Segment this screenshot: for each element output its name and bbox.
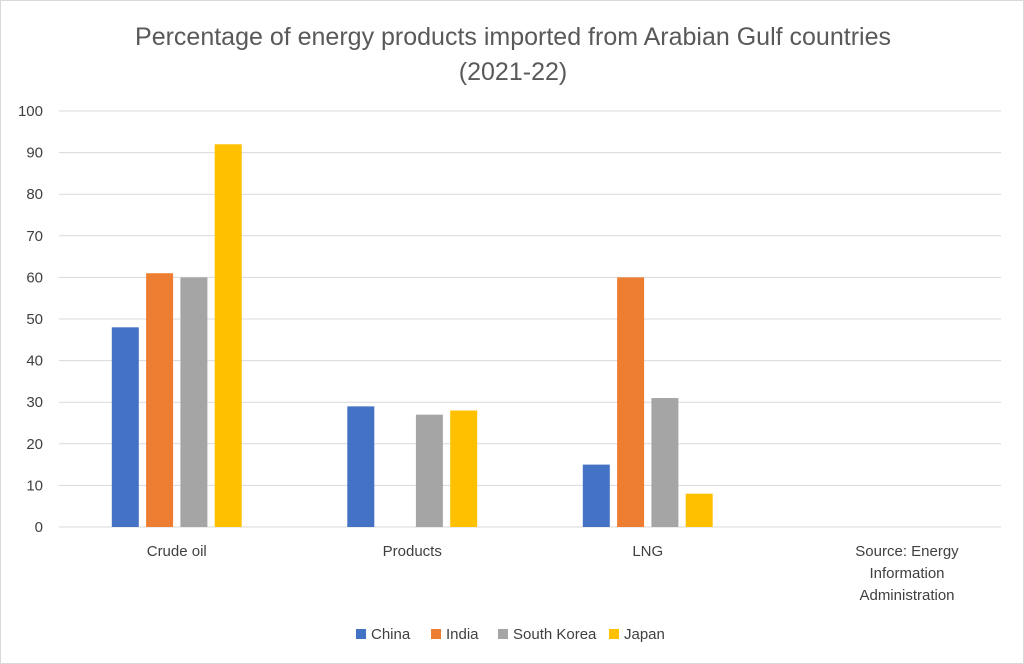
y-tick-label: 10: [26, 477, 43, 494]
y-tick-label: 70: [26, 228, 43, 245]
x-category-label: Products: [383, 543, 442, 560]
y-tick-label: 100: [18, 103, 43, 120]
y-tick-label: 90: [26, 145, 43, 162]
bar: [651, 398, 679, 527]
bar: [214, 144, 242, 527]
x-category-label: Crude oil: [147, 543, 207, 560]
legend: China India South Korea Japan: [356, 626, 665, 643]
bar: [180, 277, 208, 527]
bar: [347, 406, 375, 527]
legend-swatch: [431, 629, 441, 639]
source-line-1: Source: Energy: [855, 543, 959, 560]
legend-label: Japan: [624, 626, 665, 643]
y-tick-label: 30: [26, 394, 43, 411]
bar: [415, 414, 443, 527]
legend-swatch: [498, 629, 508, 639]
y-tick-label: 0: [35, 519, 43, 536]
legend-label: China: [371, 626, 411, 643]
y-tick-label: 20: [26, 436, 43, 453]
bar: [685, 493, 713, 527]
source-note: Source: Energy Information Administratio…: [855, 543, 959, 604]
bars: [111, 144, 713, 527]
bar: [582, 464, 610, 527]
y-axis-ticks: 0 10 20 30 40 50 60 70 80 90 100: [18, 103, 43, 536]
legend-swatch: [356, 629, 366, 639]
source-line-3: Administration: [859, 587, 954, 604]
chart-title-line-2: (2021-22): [459, 58, 567, 86]
bar: [617, 277, 645, 527]
bar: [450, 410, 478, 527]
legend-swatch: [609, 629, 619, 639]
x-axis-categories: Crude oil Products LNG: [147, 543, 663, 560]
y-tick-label: 60: [26, 269, 43, 286]
bar: [111, 327, 139, 527]
y-tick-label: 50: [26, 311, 43, 328]
source-line-2: Information: [869, 565, 944, 582]
chart-title-line-1: Percentage of energy products imported f…: [135, 23, 891, 51]
bar: [146, 273, 174, 527]
y-tick-label: 80: [26, 186, 43, 203]
x-category-label: LNG: [632, 543, 663, 560]
legend-label: South Korea: [513, 626, 597, 643]
y-tick-label: 40: [26, 353, 43, 370]
legend-label: India: [446, 626, 479, 643]
